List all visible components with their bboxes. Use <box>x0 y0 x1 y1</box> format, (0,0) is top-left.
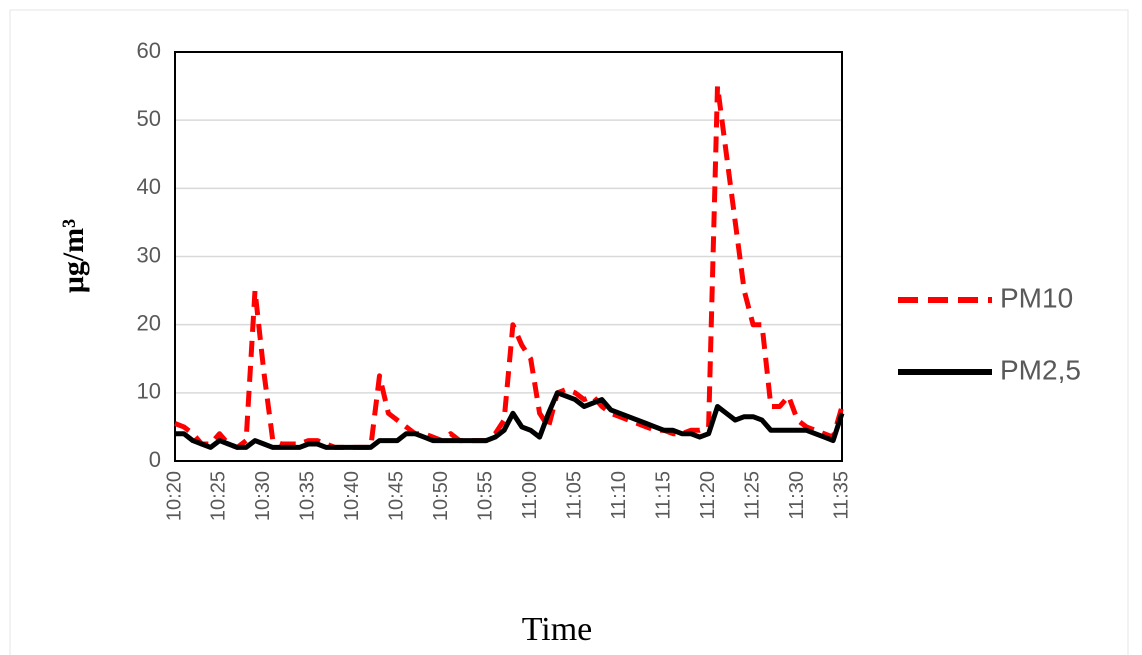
series-line <box>174 83 845 450</box>
x-tick-label: 11:05 <box>563 471 585 520</box>
y-axis-label: μg/m³ <box>57 219 90 293</box>
x-tick-label: 11:20 <box>697 471 719 520</box>
x-tick-label: 11:35 <box>830 471 852 520</box>
x-axis-label: Time <box>522 611 593 648</box>
x-tick-label: 10:40 <box>341 471 363 521</box>
x-tick-label: 10:35 <box>297 471 319 521</box>
legend-label: PM2,5 <box>1000 354 1081 385</box>
y-tick-label: 20 <box>137 310 161 335</box>
series-line <box>175 390 845 450</box>
y-tick-label: 10 <box>137 379 161 404</box>
x-tick-label: 11:30 <box>786 471 808 520</box>
y-tick-label: 60 <box>137 38 161 63</box>
y-tick-label: 0 <box>149 447 161 472</box>
x-tick-label: 11:10 <box>608 471 630 520</box>
x-tick-label: 10:25 <box>208 471 230 521</box>
x-tick-label: 11:00 <box>519 471 541 520</box>
plot-border <box>174 51 843 462</box>
x-tick-label: 11:25 <box>741 471 763 520</box>
x-tick-label: 10:45 <box>386 471 408 521</box>
x-tick-label: 10:50 <box>430 471 452 521</box>
x-tick-label: 11:15 <box>652 471 674 520</box>
y-tick-label: 50 <box>137 106 161 131</box>
x-tick-label: 10:30 <box>252 471 274 521</box>
y-tick-label: 40 <box>137 174 161 199</box>
y-tick-label: 30 <box>137 242 161 267</box>
x-tick-label: 10:20 <box>163 471 185 521</box>
frame <box>9 9 1129 655</box>
legend-label: PM10 <box>1000 282 1073 313</box>
x-tick-label: 10:55 <box>475 471 497 521</box>
